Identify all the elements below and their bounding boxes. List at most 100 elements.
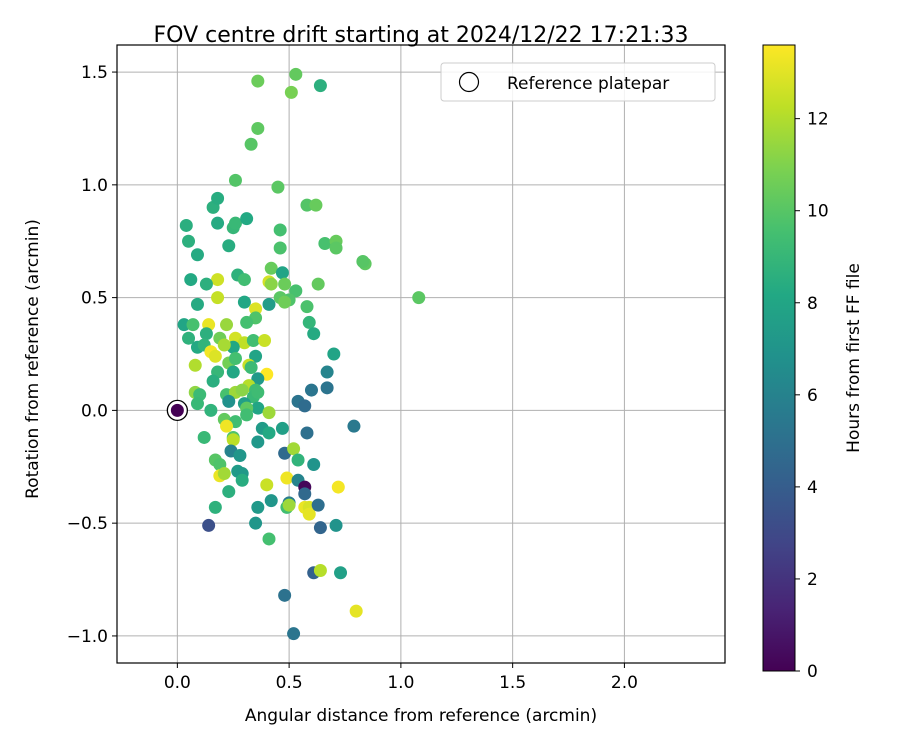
data-point [262, 532, 276, 546]
y-tick-label: −0.5 [67, 514, 108, 534]
y-tick-label: 0.5 [81, 289, 108, 309]
plot-frame [116, 44, 726, 664]
colorbar-tick-label: 0 [807, 662, 818, 682]
data-point [184, 273, 198, 287]
data-point [228, 216, 242, 230]
data-point [271, 180, 285, 194]
data-point [199, 277, 213, 291]
data-point [217, 338, 231, 352]
data-point [182, 331, 196, 345]
data-point [320, 365, 334, 379]
data-point [289, 67, 303, 81]
x-tick-label: 0.0 [164, 673, 191, 693]
legend-box: Reference platepar [440, 62, 716, 102]
data-point [222, 485, 236, 499]
data-point [412, 291, 426, 305]
y-tick-label: −1.0 [67, 627, 108, 647]
chart-title: FOV centre drift starting at 2024/12/22 … [154, 23, 689, 48]
data-point [251, 401, 265, 415]
data-point [240, 315, 254, 329]
data-point [309, 198, 323, 212]
data-point [307, 458, 321, 472]
data-point [289, 284, 303, 298]
data-point [249, 349, 263, 363]
colorbar-label: Hours from first FF file [844, 263, 864, 453]
colorbar-tick-label: 2 [807, 570, 818, 590]
data-point [298, 399, 312, 413]
y-tick-label: 1.0 [81, 176, 108, 196]
data-point [311, 277, 325, 291]
data-point [237, 295, 251, 309]
data-point [311, 498, 325, 512]
x-tick-label: 1.0 [387, 673, 414, 693]
data-point [251, 435, 265, 449]
data-point [206, 374, 220, 388]
data-point [208, 500, 222, 514]
data-point [240, 408, 254, 422]
data-points [166, 67, 426, 641]
data-point [347, 419, 361, 433]
data-point [208, 349, 222, 363]
data-point [275, 266, 289, 280]
data-point [313, 564, 327, 578]
data-point [222, 239, 236, 253]
data-point [298, 487, 312, 501]
data-point [329, 241, 343, 255]
data-point [264, 494, 278, 508]
data-point [249, 302, 263, 316]
data-point [356, 255, 370, 269]
colorbar-tick-label: 12 [807, 110, 829, 130]
data-point [282, 498, 296, 512]
data-point [217, 467, 231, 481]
data-point [222, 394, 236, 408]
data-point [313, 79, 327, 93]
data-point [244, 137, 258, 151]
data-point [177, 318, 191, 332]
data-point [211, 273, 225, 287]
data-point [211, 216, 225, 230]
data-point [334, 566, 348, 580]
data-point [331, 480, 345, 494]
x-tick-label: 0.5 [276, 673, 303, 693]
legend-marker [458, 71, 480, 93]
x-tick-label: 2.0 [611, 673, 638, 693]
data-point [197, 430, 211, 444]
data-point [273, 241, 287, 255]
x-tick-label: 1.5 [499, 673, 526, 693]
data-point [287, 442, 301, 456]
data-point [251, 500, 265, 514]
data-point [228, 173, 242, 187]
colorbar-ticks: 0 2 4 6 8 10 12 [795, 110, 829, 682]
data-point [320, 381, 334, 395]
y-axis-label: Rotation from reference (arcmin) [23, 219, 43, 499]
data-point [186, 318, 200, 332]
y-tick-label: 0.0 [81, 401, 108, 421]
data-point [264, 277, 278, 291]
data-point [304, 383, 318, 397]
data-point [226, 433, 240, 447]
data-point [284, 85, 298, 99]
y-axis-ticks: −1.0 −0.5 0.0 0.5 1.0 1.5 [67, 63, 117, 647]
data-point [246, 333, 260, 347]
data-point [237, 273, 251, 287]
data-point [220, 318, 234, 332]
reference-point-fill [170, 403, 184, 417]
data-point [188, 358, 202, 372]
data-point [291, 453, 305, 467]
data-point [307, 327, 321, 341]
data-point [190, 297, 204, 311]
data-point [251, 372, 265, 386]
data-point [211, 291, 225, 305]
data-point [182, 234, 196, 248]
y-tick-label: 1.5 [81, 63, 108, 83]
data-point [262, 297, 276, 311]
data-point [275, 421, 289, 435]
data-point [220, 419, 234, 433]
data-point [249, 516, 263, 530]
data-point [313, 521, 327, 535]
data-point [235, 473, 249, 487]
data-point [327, 347, 341, 361]
data-point [258, 333, 272, 347]
data-point [251, 385, 265, 399]
